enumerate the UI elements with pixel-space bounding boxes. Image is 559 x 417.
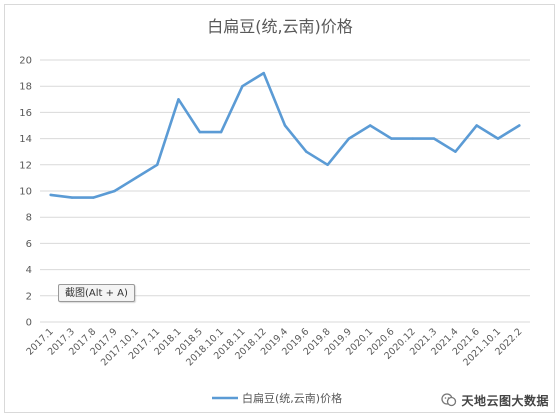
- data-point: [369, 124, 372, 127]
- y-tick-label: 2: [26, 291, 32, 302]
- data-point: [49, 193, 52, 197]
- data-point: [113, 189, 116, 193]
- data-point: [475, 124, 478, 127]
- data-point: [326, 163, 329, 166]
- data-point: [411, 137, 414, 140]
- data-point: [518, 124, 521, 127]
- data-point: [92, 196, 95, 199]
- watermark-text: 天地云图大数据: [461, 393, 549, 408]
- legend: 白扁豆(统,云南)价格: [212, 391, 342, 405]
- y-tick-label: 6: [26, 239, 32, 250]
- data-point: [70, 196, 74, 199]
- data-point: [305, 150, 308, 153]
- data-point: [198, 130, 201, 134]
- y-tick-label: 8: [26, 213, 32, 224]
- legend-label: 白扁豆(统,云南)价格: [242, 391, 342, 405]
- series-layer: [49, 71, 521, 199]
- y-tick-label: 12: [19, 160, 32, 171]
- y-tick-label: 4: [26, 265, 32, 276]
- y-tick-label: 0: [26, 318, 32, 329]
- y-tick-label: 10: [19, 187, 32, 198]
- data-point: [347, 137, 351, 140]
- y-axis-ticks: 0 2 4 6 8 10 12 14 16 18 20: [19, 56, 32, 329]
- data-point: [390, 137, 393, 140]
- y-tick-label: 20: [19, 56, 32, 67]
- data-point: [177, 98, 180, 101]
- data-point: [241, 85, 244, 88]
- chart-frame: [4, 4, 555, 413]
- chart-title: 白扁豆(统,云南)价格: [207, 17, 353, 36]
- series-line: [49, 71, 521, 199]
- data-point: [432, 137, 436, 140]
- data-point: [134, 176, 138, 180]
- data-point: [219, 130, 223, 134]
- watermark: 天地云图大数据: [441, 391, 549, 409]
- data-point: [283, 124, 287, 127]
- x-axis-ticks: 2017.12017.32017.82017.92017.10.12017.11…: [24, 326, 524, 368]
- y-tick-label: 18: [19, 82, 32, 93]
- wechat-official-account-icon: [441, 393, 457, 407]
- data-point: [454, 150, 457, 153]
- y-tick-label: 16: [19, 108, 32, 119]
- data-point: [262, 71, 265, 75]
- data-point: [496, 137, 500, 140]
- screenshot-button[interactable]: 截图(Alt + A): [58, 284, 135, 302]
- y-tick-label: 14: [19, 134, 32, 145]
- data-point: [156, 163, 159, 166]
